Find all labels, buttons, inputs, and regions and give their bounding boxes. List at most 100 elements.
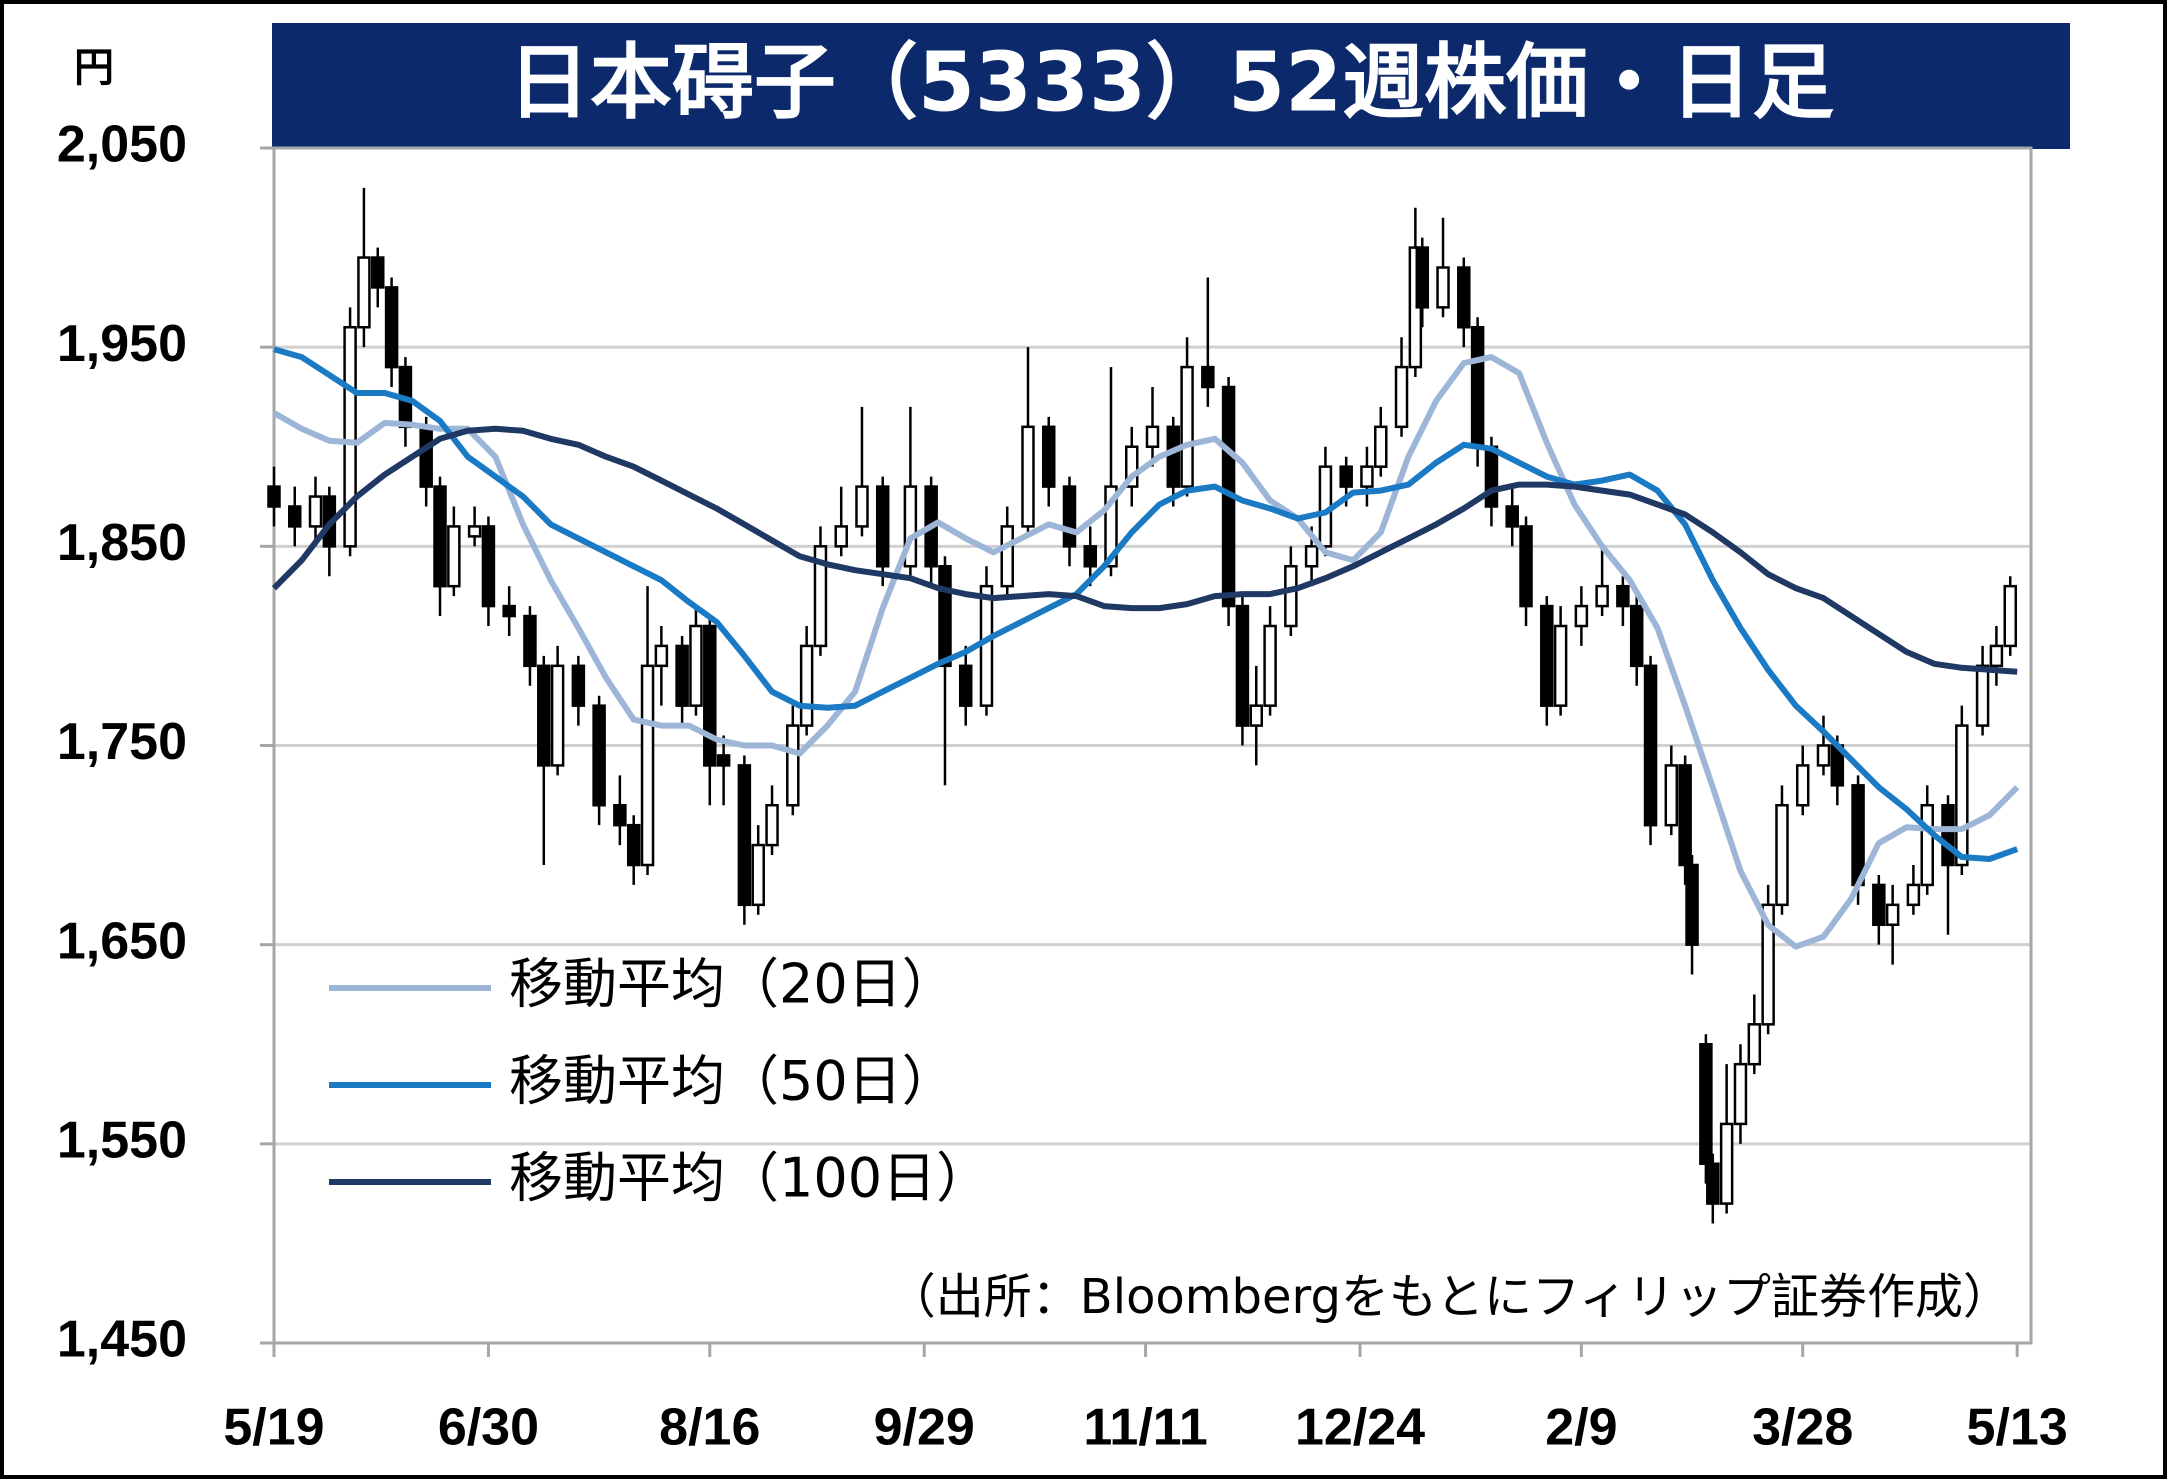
moving-average-line bbox=[272, 354, 2020, 950]
candle-body bbox=[384, 286, 399, 369]
candle-body bbox=[308, 495, 323, 528]
moving-average-line bbox=[273, 346, 2019, 862]
candle-body bbox=[834, 525, 848, 548]
candle-body bbox=[1145, 425, 1160, 449]
candle-body bbox=[1733, 1062, 1748, 1126]
candle-body bbox=[1574, 604, 1589, 628]
source-note: （出所：Bloombergをもとにフィリップ証券作成） bbox=[888, 1269, 2011, 1325]
candle-body bbox=[2003, 584, 2017, 648]
candle-body bbox=[1920, 804, 1934, 887]
candle-body bbox=[938, 565, 952, 668]
y-tick-label: 1,950 bbox=[57, 315, 187, 373]
candle-body bbox=[1394, 365, 1409, 429]
candle-body bbox=[371, 256, 385, 289]
candle-body bbox=[1124, 445, 1139, 488]
candle-body bbox=[1595, 584, 1609, 608]
candle-body bbox=[703, 624, 717, 767]
candle-body bbox=[1263, 624, 1277, 707]
candle-body bbox=[1719, 1122, 1734, 1205]
y-tick-label: 1,550 bbox=[57, 1112, 187, 1170]
candle-body bbox=[626, 823, 641, 867]
candle-body bbox=[502, 604, 516, 618]
candle-body bbox=[979, 584, 994, 707]
candle-body bbox=[1761, 903, 1775, 1026]
candle-body bbox=[481, 525, 496, 608]
candle-body bbox=[1304, 545, 1319, 568]
candle-body bbox=[1339, 465, 1353, 488]
candle-body bbox=[523, 614, 537, 668]
candle-body bbox=[571, 664, 586, 707]
candle-body bbox=[1180, 365, 1194, 488]
candle-body bbox=[1284, 565, 1298, 628]
candle-body bbox=[1989, 644, 2004, 668]
candle-body bbox=[1955, 724, 1969, 867]
x-tick-label: 5/19 bbox=[223, 1399, 324, 1457]
y-tick-label: 1,450 bbox=[57, 1311, 187, 1369]
y-tick-label: 1,750 bbox=[57, 713, 187, 771]
x-tick-label: 6/30 bbox=[438, 1399, 539, 1457]
candle-body bbox=[1166, 425, 1181, 488]
candle-body bbox=[751, 843, 765, 907]
candle-body bbox=[1747, 1023, 1762, 1066]
candle-body bbox=[1374, 425, 1388, 468]
candle-body bbox=[958, 664, 973, 707]
candle-body bbox=[288, 505, 302, 528]
candle-body bbox=[1643, 664, 1658, 827]
candle-body bbox=[689, 624, 703, 707]
candle-body bbox=[343, 326, 357, 548]
candle-body bbox=[1360, 465, 1374, 488]
x-tick-label: 3/28 bbox=[1752, 1399, 1853, 1457]
candle-body bbox=[1235, 604, 1250, 727]
y-tick-label: 1,850 bbox=[57, 514, 187, 572]
title-box bbox=[272, 23, 2070, 149]
candle-body bbox=[654, 644, 669, 668]
x-tick-label: 12/24 bbox=[1295, 1399, 1425, 1457]
candle-body bbox=[447, 525, 461, 588]
legend-label: 移動平均（50日） bbox=[509, 1050, 956, 1113]
candle-body bbox=[1083, 545, 1097, 568]
candle-body bbox=[1000, 525, 1014, 588]
candle-body bbox=[550, 664, 565, 767]
candle-body bbox=[765, 804, 779, 847]
candle-body bbox=[433, 485, 447, 588]
x-tick-label: 11/11 bbox=[1083, 1399, 1207, 1457]
y-tick-label: 1,650 bbox=[57, 912, 187, 970]
candle-body bbox=[903, 485, 918, 568]
candle-body bbox=[1872, 883, 1886, 927]
candle-body bbox=[1664, 764, 1679, 827]
candle-body bbox=[799, 644, 814, 727]
candle-body bbox=[467, 525, 482, 538]
candle-body bbox=[1021, 425, 1035, 528]
candle-body bbox=[1201, 365, 1215, 389]
candle-body bbox=[1484, 445, 1499, 508]
candle-body bbox=[1885, 903, 1900, 926]
y-tick-label: 2,050 bbox=[57, 116, 187, 174]
legend-label: 移動平均（20日） bbox=[509, 953, 956, 1016]
candle-body bbox=[357, 256, 371, 329]
x-tick-label: 2/9 bbox=[1545, 1399, 1617, 1457]
candle-body bbox=[267, 485, 281, 508]
candle-body bbox=[613, 804, 627, 827]
candle-body bbox=[1104, 485, 1118, 568]
candle-body bbox=[1436, 266, 1450, 309]
candle-body bbox=[1415, 246, 1430, 309]
y-axis-unit: 円 bbox=[74, 45, 114, 91]
candle-body bbox=[1629, 604, 1644, 668]
candle-body bbox=[875, 485, 890, 568]
moving-average-line bbox=[271, 425, 2018, 675]
candle-body bbox=[1795, 764, 1810, 807]
x-tick-label: 8/16 bbox=[659, 1399, 760, 1457]
candle-body bbox=[1457, 266, 1471, 329]
candle-body bbox=[1775, 804, 1789, 907]
candle-body bbox=[1906, 883, 1921, 907]
candle-body bbox=[716, 754, 731, 767]
candle-body bbox=[640, 664, 655, 867]
x-tick-label: 5/13 bbox=[1967, 1399, 2068, 1457]
candle-body bbox=[737, 764, 752, 907]
x-tick-label: 9/29 bbox=[874, 1399, 975, 1457]
candle-body bbox=[1616, 584, 1630, 608]
candle-body bbox=[1553, 624, 1568, 707]
candle-body bbox=[786, 724, 800, 807]
